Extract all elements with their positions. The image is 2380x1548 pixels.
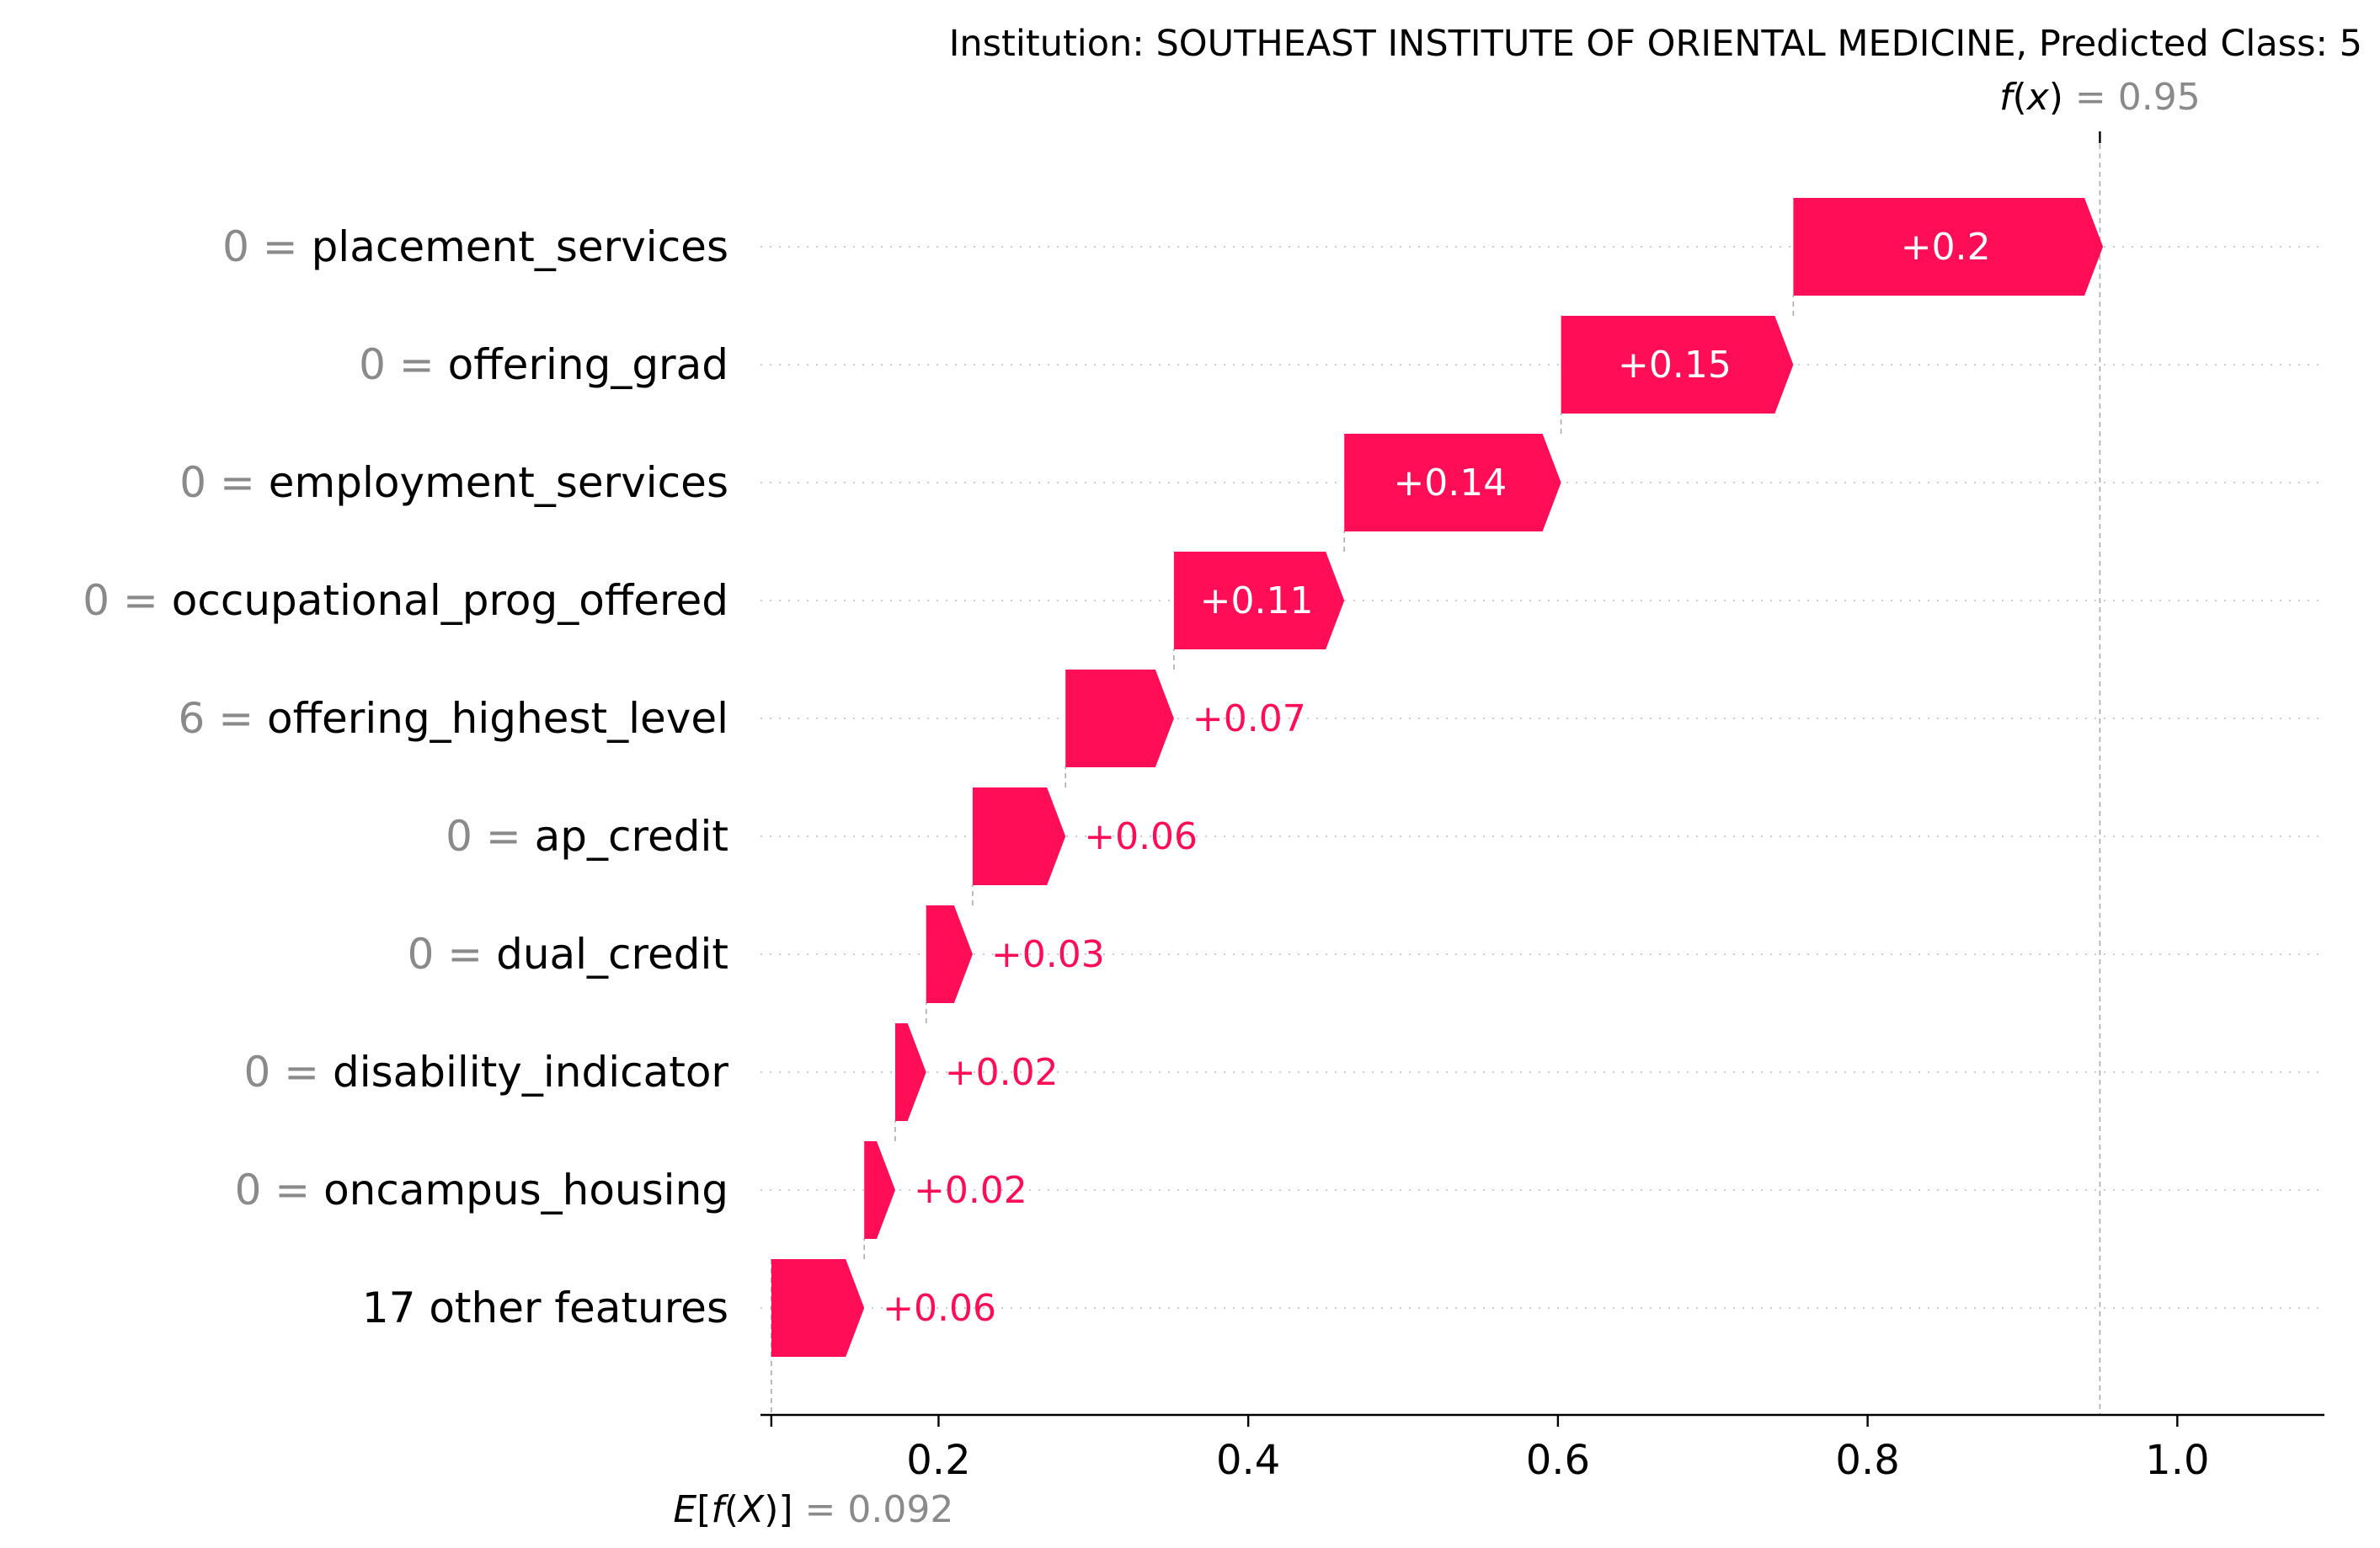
contribution-bar bbox=[771, 1259, 865, 1357]
feature-value: 0 = bbox=[446, 812, 535, 861]
base-value-number: = 0.092 bbox=[805, 1488, 954, 1531]
contribution-labels: +0.2 +0.15 +0.14 +0.11 +0.07 +0.06 +0.03 +0.02 +… bbox=[883, 226, 1990, 1330]
base-value-symbol: E bbox=[673, 1488, 696, 1531]
connector-lines bbox=[771, 135, 2101, 1415]
row-gridlines bbox=[760, 246, 2324, 1309]
feature-name: offering_grad bbox=[448, 340, 728, 389]
base-value-label: E[f(X)] = 0.092 bbox=[673, 1488, 953, 1531]
output-value-number: = 0.95 bbox=[2075, 76, 2201, 119]
x-tick-label: 1.0 bbox=[2145, 1437, 2209, 1484]
feature-value: 6 = bbox=[179, 694, 268, 743]
feature-label: 0 = placement_services bbox=[222, 222, 728, 271]
feature-name: disability_indicator bbox=[333, 1048, 728, 1097]
contribution-bar bbox=[972, 787, 1066, 885]
feature-name: occupational_prog_offered bbox=[172, 576, 728, 625]
output-value-symbol-close: ) bbox=[2049, 76, 2075, 119]
contribution-bars bbox=[771, 198, 2104, 1357]
output-value-symbol-var: x bbox=[2025, 76, 2050, 119]
base-value-symbol: [ bbox=[696, 1488, 711, 1531]
contribution-label: +0.06 bbox=[883, 1287, 996, 1330]
contribution-bar bbox=[1561, 316, 1794, 414]
x-tick-label: 0.6 bbox=[1526, 1437, 1590, 1484]
contribution-bar bbox=[1173, 552, 1345, 649]
feature-label: 0 = occupational_prog_offered bbox=[83, 576, 728, 625]
x-axis: 0.2 0.4 0.6 0.8 1.0 bbox=[760, 1413, 2324, 1484]
feature-value: 0 = bbox=[83, 576, 172, 625]
feature-name: dual_credit bbox=[496, 930, 728, 979]
contribution-bar bbox=[926, 905, 973, 1003]
contribution-bar bbox=[1065, 670, 1174, 767]
feature-name: 17 other features bbox=[362, 1284, 728, 1332]
feature-label: 17 other features bbox=[362, 1284, 728, 1332]
feature-name: ap_credit bbox=[535, 812, 728, 861]
output-value-label: f(x) = 0.95 bbox=[1999, 76, 2201, 119]
contribution-label: +0.15 bbox=[1618, 344, 1732, 387]
feature-label: 0 = dual_credit bbox=[408, 930, 728, 979]
feature-value: 0 = bbox=[179, 458, 269, 507]
feature-value: 0 = bbox=[222, 222, 312, 271]
feature-name: oncampus_housing bbox=[323, 1166, 728, 1214]
contribution-label: +0.02 bbox=[914, 1169, 1027, 1212]
feature-name: offering_highest_level bbox=[267, 694, 728, 743]
contribution-label: +0.2 bbox=[1901, 226, 1991, 269]
x-tick-label: 0.4 bbox=[1216, 1437, 1280, 1484]
feature-label: 0 = disability_indicator bbox=[243, 1048, 728, 1097]
contribution-label: +0.06 bbox=[1084, 815, 1198, 858]
feature-label: 0 = ap_credit bbox=[446, 812, 728, 861]
feature-label: 6 = offering_highest_level bbox=[179, 694, 729, 743]
feature-value: 0 = bbox=[359, 340, 448, 389]
contribution-bar bbox=[1344, 434, 1561, 531]
contribution-label: +0.02 bbox=[945, 1051, 1059, 1094]
x-tick-label: 0.2 bbox=[906, 1437, 970, 1484]
base-value-symbol: )] bbox=[764, 1488, 804, 1531]
contribution-label: +0.03 bbox=[991, 933, 1105, 976]
feature-value: 0 = bbox=[243, 1048, 333, 1097]
chart-title: Institution: SOUTHEAST INSTITUTE OF ORIE… bbox=[949, 23, 2362, 65]
feature-name: placement_services bbox=[312, 222, 728, 271]
output-value-annotation: f(x) = 0.95 bbox=[1999, 76, 2201, 143]
feature-label: 0 = employment_services bbox=[179, 458, 728, 507]
contribution-label: +0.11 bbox=[1200, 579, 1314, 622]
feature-label: 0 = oncampus_housing bbox=[235, 1166, 728, 1214]
output-value-symbol-args: ( bbox=[2013, 76, 2027, 119]
x-tick-label: 0.8 bbox=[1835, 1437, 1899, 1484]
feature-value: 0 = bbox=[235, 1166, 324, 1214]
base-value-symbol: ( bbox=[724, 1488, 739, 1531]
feature-value: 0 = bbox=[408, 930, 497, 979]
contribution-bar bbox=[864, 1141, 895, 1239]
contribution-label: +0.07 bbox=[1193, 697, 1306, 740]
feature-name: employment_services bbox=[269, 458, 728, 507]
contribution-label: +0.14 bbox=[1393, 462, 1507, 504]
feature-label: 0 = offering_grad bbox=[359, 340, 728, 389]
contribution-bar bbox=[895, 1023, 926, 1121]
base-value-symbol: X bbox=[737, 1488, 765, 1531]
base-value-annotation: E[f(X)] = 0.092 bbox=[673, 1488, 953, 1531]
contribution-bar bbox=[1793, 198, 2104, 296]
